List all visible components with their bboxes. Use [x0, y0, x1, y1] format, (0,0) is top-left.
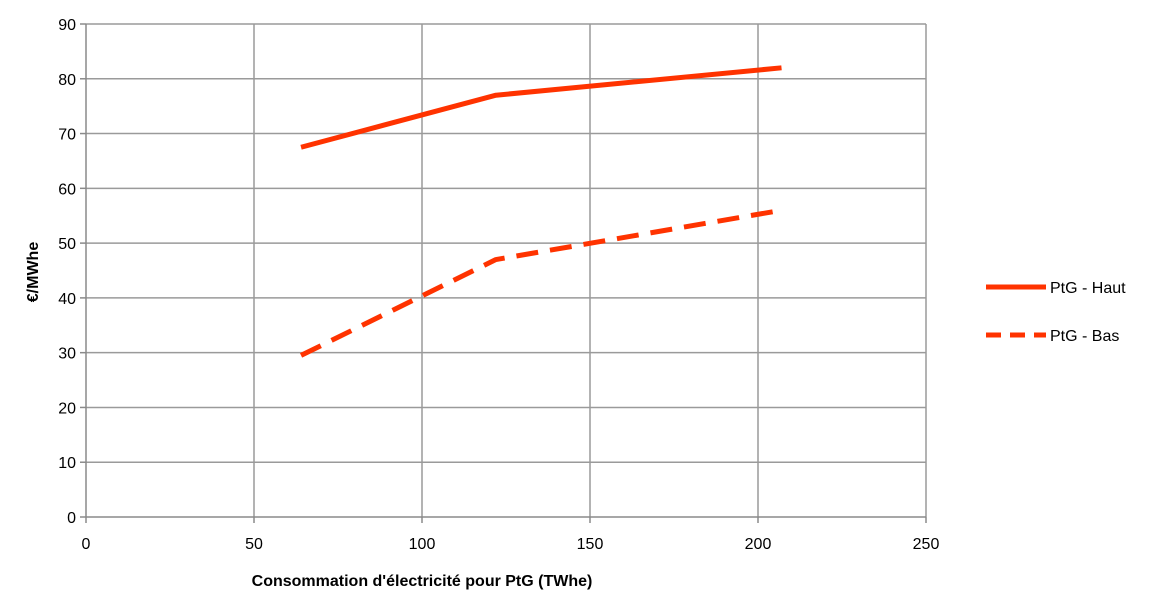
axes: [80, 23, 927, 523]
y-tick-label: 40: [58, 291, 76, 308]
series-lines: [299, 65, 782, 358]
y-tick-label: 80: [58, 72, 76, 89]
x-tick-label: 150: [577, 536, 604, 553]
x-tick-label: 100: [409, 536, 436, 553]
y-tick-label: 60: [58, 181, 76, 198]
legend-label-haut: PtG - Haut: [1050, 280, 1126, 297]
legend-label-bas: PtG - Bas: [1050, 328, 1119, 345]
x-tick-label: 50: [245, 536, 263, 553]
y-tick-label: 90: [58, 17, 76, 34]
series-line-bas: [299, 207, 782, 358]
y-tick-label: 0: [67, 510, 76, 527]
y-tick-label: 10: [58, 455, 76, 472]
y-axis-title: €/MWhe: [25, 242, 42, 303]
y-tick-label: 50: [58, 236, 76, 253]
tick-labels: 0 10 20 30 40 50 60 70 80 90 0 50 100 150 200 250: [58, 17, 939, 553]
y-tick-label: 70: [58, 127, 76, 144]
x-tick-label: 0: [82, 536, 91, 553]
x-tick-label: 250: [913, 536, 940, 553]
grid: [86, 23, 927, 517]
y-tick-label: 20: [58, 400, 76, 417]
series-line-haut: [300, 65, 782, 150]
x-axis-title: Consommation d'électricité pour PtG (TWh…: [252, 573, 593, 590]
y-tick-label: 30: [58, 346, 76, 363]
legend: PtG - Haut PtG - Bas: [986, 280, 1126, 345]
x-tick-label: 200: [745, 536, 772, 553]
